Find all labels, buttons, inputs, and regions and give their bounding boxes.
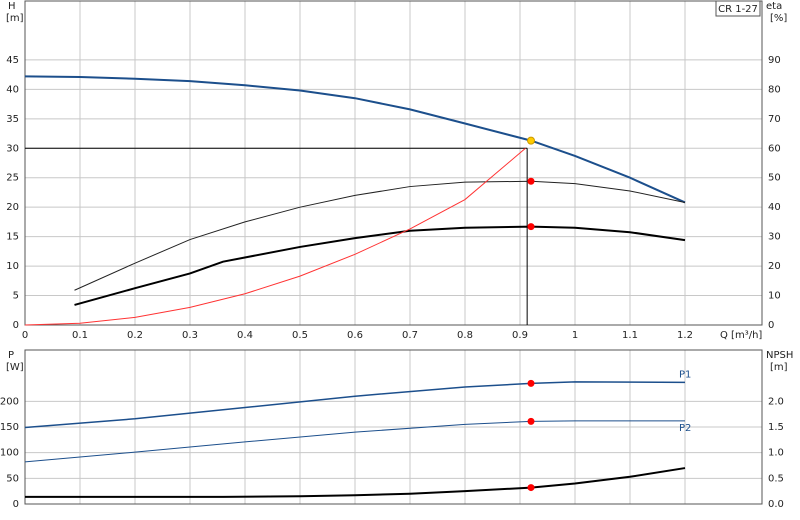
y2-tick-label: 0.0 (768, 499, 784, 510)
x-tick-label: 1.2 (677, 330, 693, 341)
curve (25, 467, 686, 498)
duty-point (527, 223, 535, 231)
y-tick-label: 25 (6, 173, 19, 184)
y-tick-label: 150 (0, 422, 19, 433)
y2-tick-label: 70 (768, 114, 781, 125)
y-axis-unit: [W] (6, 362, 24, 373)
duty-point (527, 484, 535, 492)
y2-axis-unit: [m] (770, 362, 788, 373)
x-tick-label: 0 (22, 330, 28, 341)
y-tick-label: 40 (6, 84, 19, 95)
y-tick-label: 10 (6, 261, 19, 272)
y2-tick-label: 80 (768, 84, 781, 95)
curve (74, 225, 686, 306)
duty-point (527, 379, 535, 387)
y-axis-label: H (8, 1, 16, 12)
y2-tick-label: 50 (768, 173, 781, 184)
y2-axis-unit: [%] (770, 13, 787, 24)
y-tick-label: 5 (13, 291, 19, 302)
y2-tick-label: 0 (768, 320, 774, 331)
curve (24, 420, 685, 463)
y2-axis-label: eta (766, 1, 782, 12)
y2-tick-label: 10 (768, 291, 781, 302)
x-tick-label: 0.4 (237, 330, 253, 341)
y-tick-label: 15 (6, 232, 19, 243)
y-tick-label: 100 (0, 448, 19, 459)
y-tick-label: 200 (0, 396, 19, 407)
y2-tick-label: 40 (768, 202, 781, 213)
x-tick-label: 0.7 (402, 330, 418, 341)
x-tick-label: 1 (572, 330, 578, 341)
duty-point (527, 417, 535, 425)
label-box (715, 0, 761, 17)
y-tick-label: 35 (6, 114, 19, 125)
x-tick-label: 0.9 (512, 330, 528, 341)
y2-tick-label: 20 (768, 261, 781, 272)
y-tick-label: 0 (13, 320, 19, 331)
y-tick-label: 0 (13, 499, 19, 510)
y-axis-unit: [m] (6, 13, 24, 24)
y-tick-label: 30 (6, 143, 19, 154)
x-tick-label: 1.1 (622, 330, 638, 341)
x-tick-label: 0.5 (292, 330, 308, 341)
plot-frame (24, 0, 763, 326)
x-axis-label: Q [m³/h] (720, 330, 762, 341)
y2-tick-label: 30 (768, 232, 781, 243)
x-tick-label: 0.6 (347, 330, 363, 341)
y-tick-label: 20 (6, 202, 19, 213)
duty-point (527, 177, 535, 185)
curve-label: P1 (679, 369, 691, 380)
x-tick-label: 0.3 (182, 330, 198, 341)
y-tick-label: 45 (6, 55, 19, 66)
y2-tick-label: 2.0 (768, 396, 784, 407)
y2-tick-label: 1.5 (768, 422, 784, 433)
label-box-text: CR 1-27 (718, 4, 758, 15)
x-tick-label: 0.2 (127, 330, 143, 341)
curve-label: P2 (679, 423, 691, 434)
x-tick-label: 0.1 (72, 330, 88, 341)
duty-point (527, 136, 535, 145)
y-axis-label: P (8, 350, 14, 361)
curve (24, 75, 686, 204)
curve (24, 381, 686, 429)
curve (24, 147, 526, 326)
y2-tick-label: 0.5 (768, 473, 784, 484)
y2-tick-label: 60 (768, 143, 781, 154)
y-tick-label: 50 (6, 473, 19, 484)
curve (74, 180, 686, 291)
y2-axis-label: NPSH (766, 350, 793, 361)
x-tick-label: 0.8 (457, 330, 473, 341)
y2-tick-label: 1.0 (768, 448, 784, 459)
y2-tick-label: 90 (768, 55, 781, 66)
